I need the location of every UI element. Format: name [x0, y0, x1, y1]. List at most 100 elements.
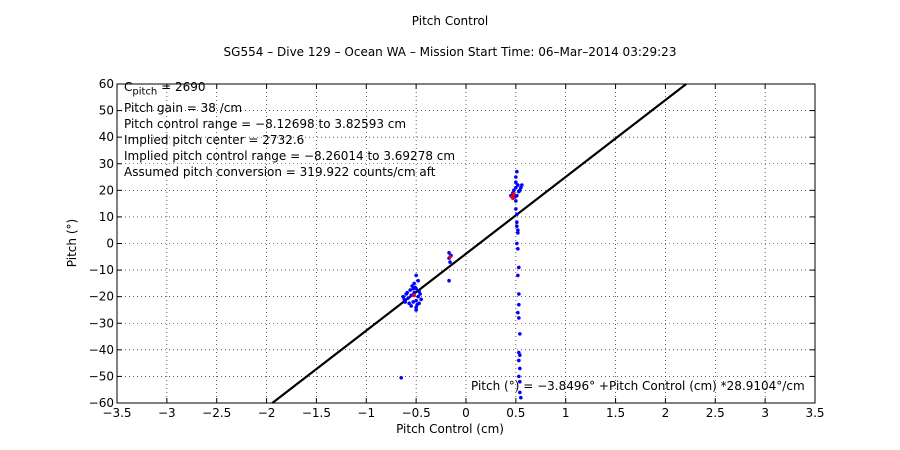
data-point — [515, 212, 519, 217]
x-tick-label: 3 — [761, 406, 769, 420]
data-point — [414, 273, 418, 278]
data-point — [516, 273, 520, 278]
data-point — [411, 286, 415, 291]
chart-title: Pitch Control — [411, 14, 489, 28]
y-tick-label: −10 — [89, 263, 114, 277]
data-point — [517, 358, 521, 363]
data-point — [403, 300, 407, 304]
x-tick-label: −1.5 — [302, 406, 331, 420]
data-point — [399, 375, 403, 380]
x-tick-label: 1 — [562, 406, 570, 420]
data-point — [518, 332, 522, 336]
ticks-layer: −3.5 −3 −2.5 −2 −1.5 −1 −0.5 0 0.5 1 1.5 2 2.5 3 3.5 −6… — [89, 77, 825, 420]
data-point — [412, 281, 416, 286]
data-point — [406, 296, 410, 300]
c-pitch-value: = 2690 — [157, 80, 206, 94]
c-pitch-annotation: Cpitch = 2690 — [124, 80, 206, 99]
data-point — [516, 183, 520, 187]
fit-equation-label: Pitch (°) = −3.8496° +Pitch Control (cm)… — [471, 379, 805, 393]
data-point — [517, 265, 521, 270]
x-tick-label: −1 — [357, 406, 375, 420]
data-point — [517, 292, 521, 296]
data-point — [520, 183, 524, 187]
data-point — [419, 297, 423, 302]
y-tick-label: 60 — [99, 77, 114, 91]
data-point — [408, 288, 412, 292]
data-point — [518, 353, 522, 357]
data-point — [414, 305, 418, 310]
x-axis-label: Pitch Control (cm) — [396, 422, 504, 436]
data-point — [409, 304, 413, 308]
data-point — [416, 294, 420, 299]
x-tick-label: 0.5 — [506, 406, 525, 420]
data-point — [409, 293, 413, 298]
data-point — [516, 231, 520, 235]
data-point — [519, 395, 523, 400]
data-point — [514, 175, 518, 179]
y-tick-label: 50 — [99, 104, 114, 118]
data-point — [414, 308, 418, 312]
y-tick-label: −20 — [89, 290, 114, 304]
chart-subtitle: SG554 – Dive 129 – Ocean WA – Mission St… — [223, 45, 677, 59]
data-point — [447, 251, 451, 255]
x-tick-label: −2.5 — [202, 406, 231, 420]
x-tick-label: 0 — [462, 406, 470, 420]
fit-line — [271, 83, 687, 404]
data-point — [518, 390, 522, 395]
data-point — [517, 302, 521, 307]
data-point — [448, 260, 452, 264]
y-tick-label: 20 — [99, 183, 114, 197]
data-point — [405, 290, 409, 295]
x-tick-label: 2.5 — [706, 406, 725, 420]
data-point — [518, 366, 522, 371]
data-point — [447, 278, 451, 283]
y-tick-label: −40 — [89, 343, 114, 357]
data-point — [515, 220, 519, 225]
data-point — [518, 379, 522, 384]
x-tick-label: −3 — [158, 406, 176, 420]
y-tick-label: −60 — [89, 396, 114, 410]
pitch-gain-annotation: Pitch gain = 38 /cm — [124, 101, 243, 115]
data-point — [417, 301, 421, 306]
points-layer — [399, 169, 524, 400]
data-point — [418, 292, 422, 296]
data-point — [412, 290, 416, 295]
data-point — [516, 310, 520, 315]
grid-layer — [117, 84, 815, 403]
x-tick-label: 1.5 — [606, 406, 625, 420]
fit-layer — [271, 83, 687, 404]
x-tick-label: −3.5 — [102, 406, 131, 420]
y-tick-label: 0 — [106, 237, 114, 251]
y-tick-label: 40 — [99, 130, 114, 144]
implied-pitch-center-annotation: Implied pitch center = 2732.6 — [124, 133, 305, 147]
data-point — [411, 300, 415, 304]
data-point — [416, 278, 420, 283]
y-tick-label: −30 — [89, 316, 114, 330]
data-point — [511, 196, 515, 201]
y-tick-label: 30 — [99, 157, 114, 171]
data-point — [412, 293, 416, 298]
data-point — [407, 301, 411, 306]
data-point — [515, 224, 519, 229]
x-tick-label: −2 — [258, 406, 276, 420]
data-point — [401, 294, 405, 299]
implied-pitch-control-range-annotation: Implied pitch control range = −8.26014 t… — [124, 149, 456, 163]
data-point — [448, 254, 452, 259]
data-point — [414, 298, 418, 303]
pitch-control-range-annotation: Pitch control range = −8.12698 to 3.8259… — [124, 117, 407, 131]
x-tick-label: 2 — [662, 406, 670, 420]
data-point — [514, 207, 518, 211]
data-point — [512, 188, 516, 193]
data-point — [514, 199, 518, 203]
c-pitch-subscript: pitch — [132, 86, 158, 98]
data-point — [512, 192, 516, 197]
x-tick-label: −0.5 — [402, 406, 431, 420]
y-tick-label: −50 — [89, 369, 114, 383]
data-point — [516, 247, 520, 251]
c-pitch-prefix: C — [124, 80, 133, 94]
data-point — [518, 188, 522, 193]
data-point — [514, 180, 518, 185]
data-point — [517, 374, 521, 379]
assumed-pitch-conversion-annotation: Assumed pitch conversion = 319.922 count… — [124, 165, 436, 179]
